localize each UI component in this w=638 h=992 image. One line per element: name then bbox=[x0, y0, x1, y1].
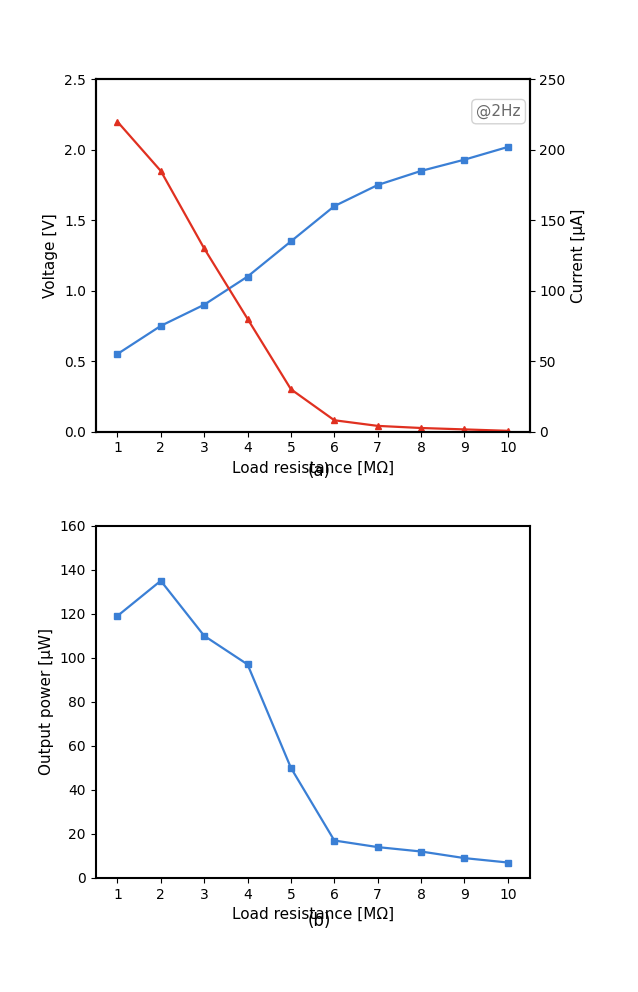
Y-axis label: Voltage [V]: Voltage [V] bbox=[43, 213, 59, 298]
Y-axis label: Output power [μW]: Output power [μW] bbox=[39, 628, 54, 776]
X-axis label: Load resistance [MΩ]: Load resistance [MΩ] bbox=[232, 908, 394, 923]
Text: (a): (a) bbox=[308, 462, 330, 480]
Y-axis label: Current [μA]: Current [μA] bbox=[571, 208, 586, 303]
Text: (b): (b) bbox=[308, 912, 330, 930]
X-axis label: Load resistance [MΩ]: Load resistance [MΩ] bbox=[232, 461, 394, 476]
Text: @2Hz: @2Hz bbox=[477, 104, 521, 119]
